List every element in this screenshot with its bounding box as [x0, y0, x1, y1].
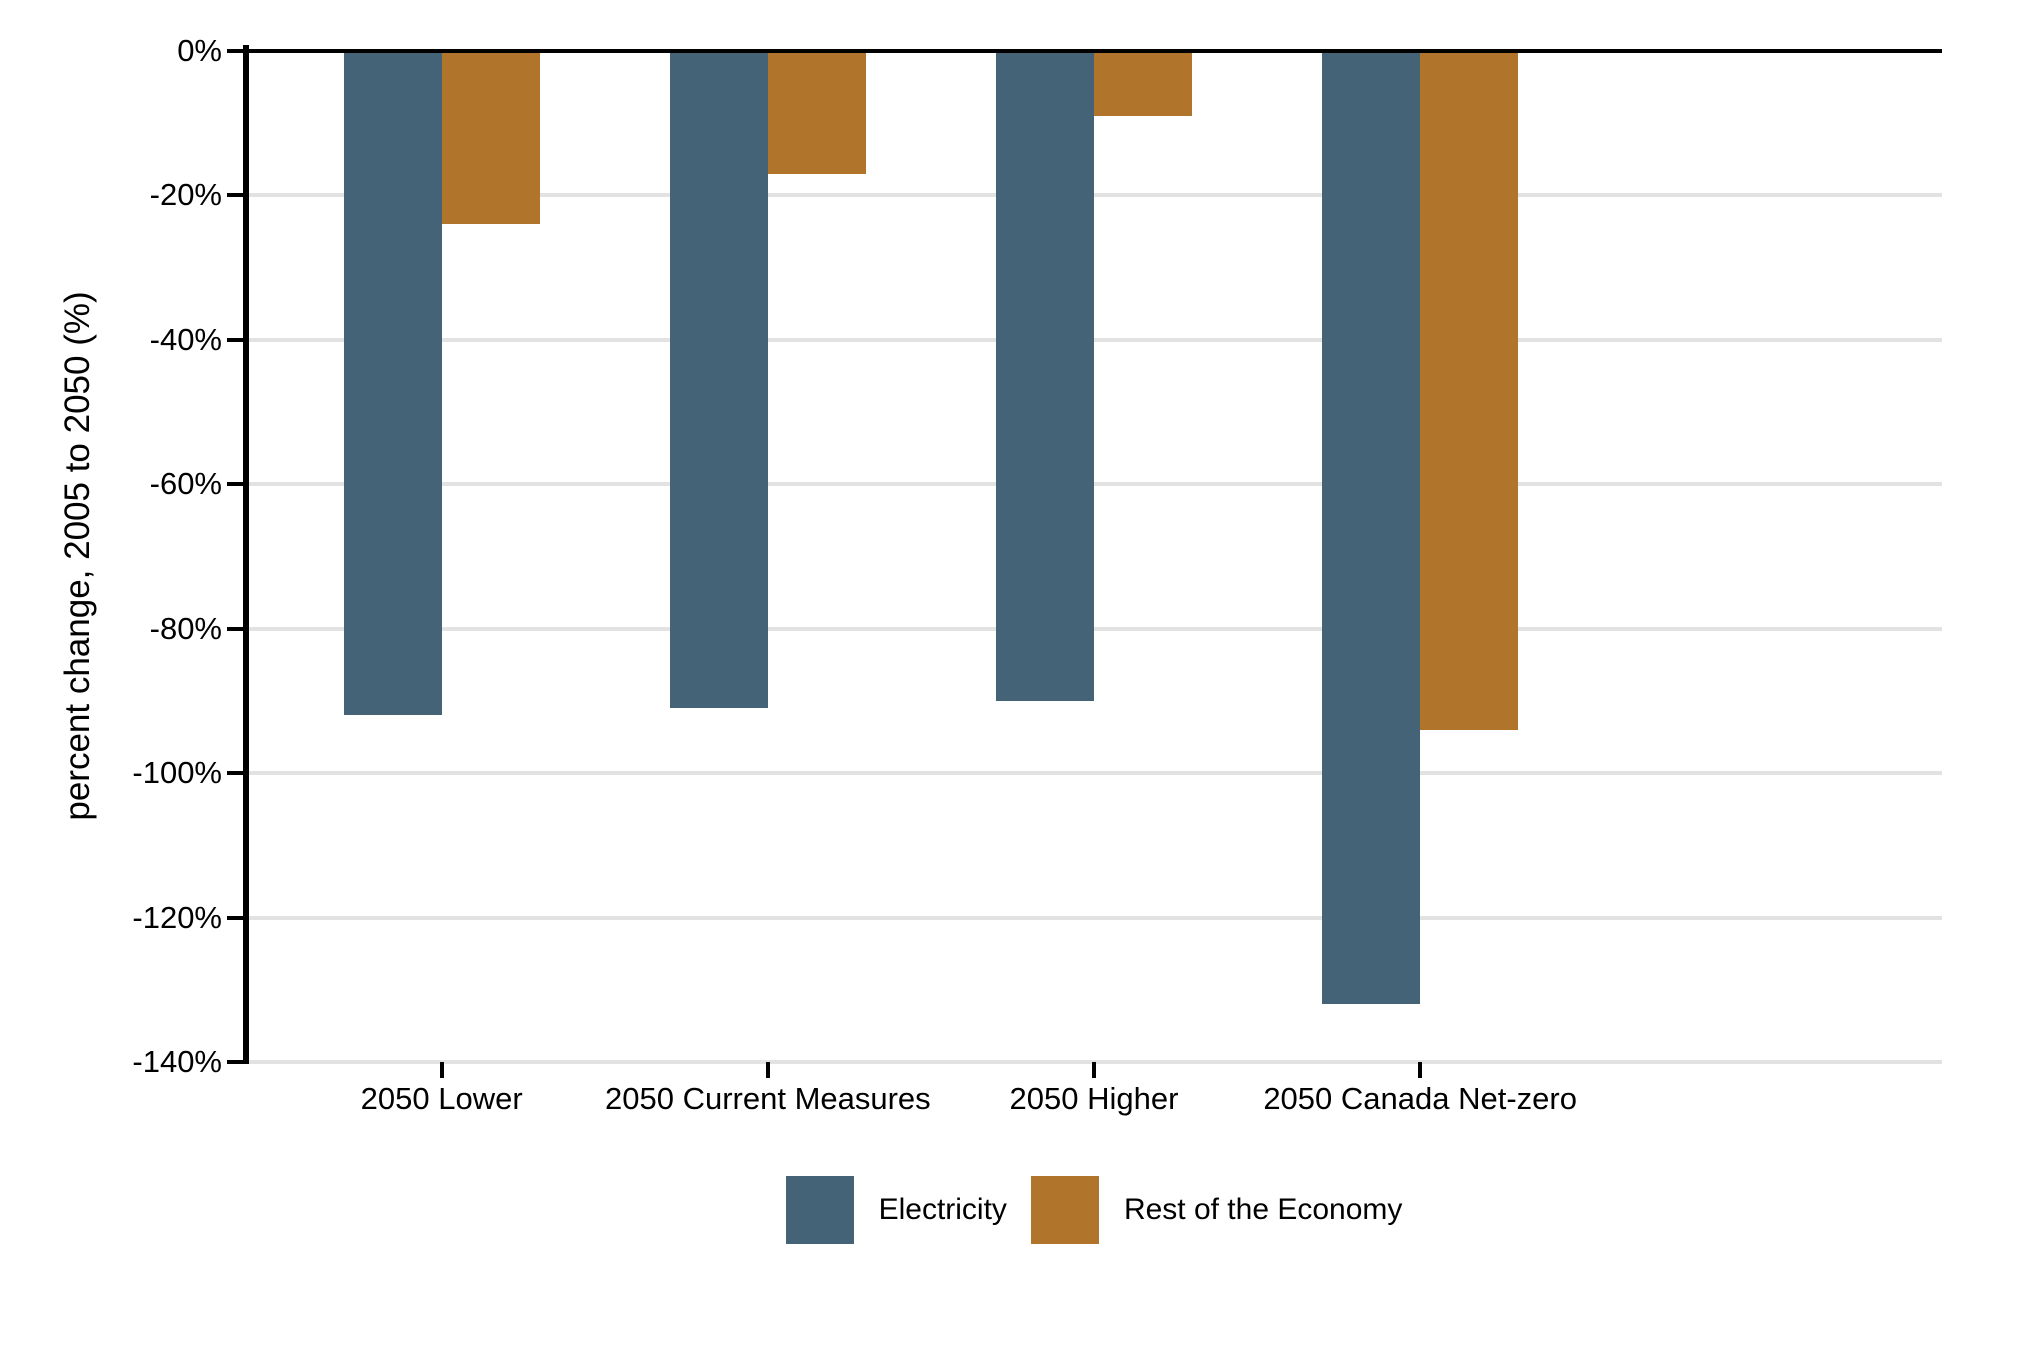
bar-electricity-2050-higher [996, 52, 1094, 701]
gridline-120 [246, 915, 1942, 920]
x-tick-2050-lower [439, 1062, 444, 1078]
gridline-40 [246, 337, 1942, 342]
y-tick-label-40: -40% [149, 321, 222, 357]
legend-swatch-rest-of-the-economy [1030, 1176, 1099, 1244]
y-tick-20 [227, 193, 243, 198]
y-tick-label-80: -80% [149, 610, 222, 646]
x-tick-2050-canada-net-zero [1418, 1062, 1423, 1078]
gridline-20 [246, 193, 1942, 198]
x-tick-2050-higher [1092, 1062, 1096, 1078]
y-axis-title: percent change, 2005 to 2050 (%) [58, 291, 97, 821]
y-tick-label-120: -120% [132, 899, 222, 935]
x-axis-label-2050-lower: 2050 Lower [360, 1081, 523, 1116]
y-tick-60 [227, 482, 243, 487]
y-tick-label-60: -60% [149, 466, 222, 502]
legend: Electricity Rest of the Economy [246, 1176, 1942, 1244]
y-tick-label-0: 0% [177, 33, 222, 68]
legend-label-rest-of-the-economy: Rest of the Economy [1123, 1193, 1403, 1226]
y-tick-120 [227, 915, 243, 920]
y-tick-label-100: -100% [132, 755, 222, 791]
gridline-100 [246, 771, 1942, 776]
y-tick-40 [227, 337, 243, 342]
y-tick-100 [227, 771, 243, 776]
y-tick-label-20: -20% [149, 177, 222, 213]
legend-swatch-electricity [785, 1176, 854, 1244]
bar-rest-of-the-economy-2050-canada-net-zero [1420, 52, 1518, 730]
y-tick-0 [227, 49, 243, 53]
bar-electricity-2050-canada-net-zero [1322, 52, 1421, 1005]
bar-electricity-2050-lower [343, 52, 442, 716]
y-axis-line [243, 45, 249, 1064]
y-tick-label-140: -140% [132, 1044, 222, 1079]
x-axis-label-2050-current-measures: 2050 Current Measures [605, 1081, 931, 1116]
legend-item-rest-of-the-economy: Rest of the Economy [1030, 1176, 1403, 1244]
x-axis-label-2050-higher: 2050 Higher [1009, 1081, 1179, 1116]
bar-rest-of-the-economy-2050-lower [441, 52, 540, 225]
gridline-80 [246, 626, 1942, 631]
legend-label-electricity: Electricity [878, 1193, 1007, 1226]
y-tick-80 [227, 626, 243, 631]
zero-baseline [246, 49, 1942, 53]
x-tick-2050-current-measures [765, 1062, 770, 1078]
bar-electricity-2050-current-measures [670, 52, 768, 709]
x-axis-label-2050-canada-net-zero: 2050 Canada Net-zero [1263, 1081, 1577, 1116]
bar-rest-of-the-economy-2050-current-measures [767, 52, 866, 174]
gridline-60 [246, 482, 1942, 487]
y-tick-140 [227, 1060, 243, 1064]
legend-item-electricity: Electricity [785, 1176, 1007, 1244]
bar-rest-of-the-economy-2050-higher [1094, 52, 1192, 116]
